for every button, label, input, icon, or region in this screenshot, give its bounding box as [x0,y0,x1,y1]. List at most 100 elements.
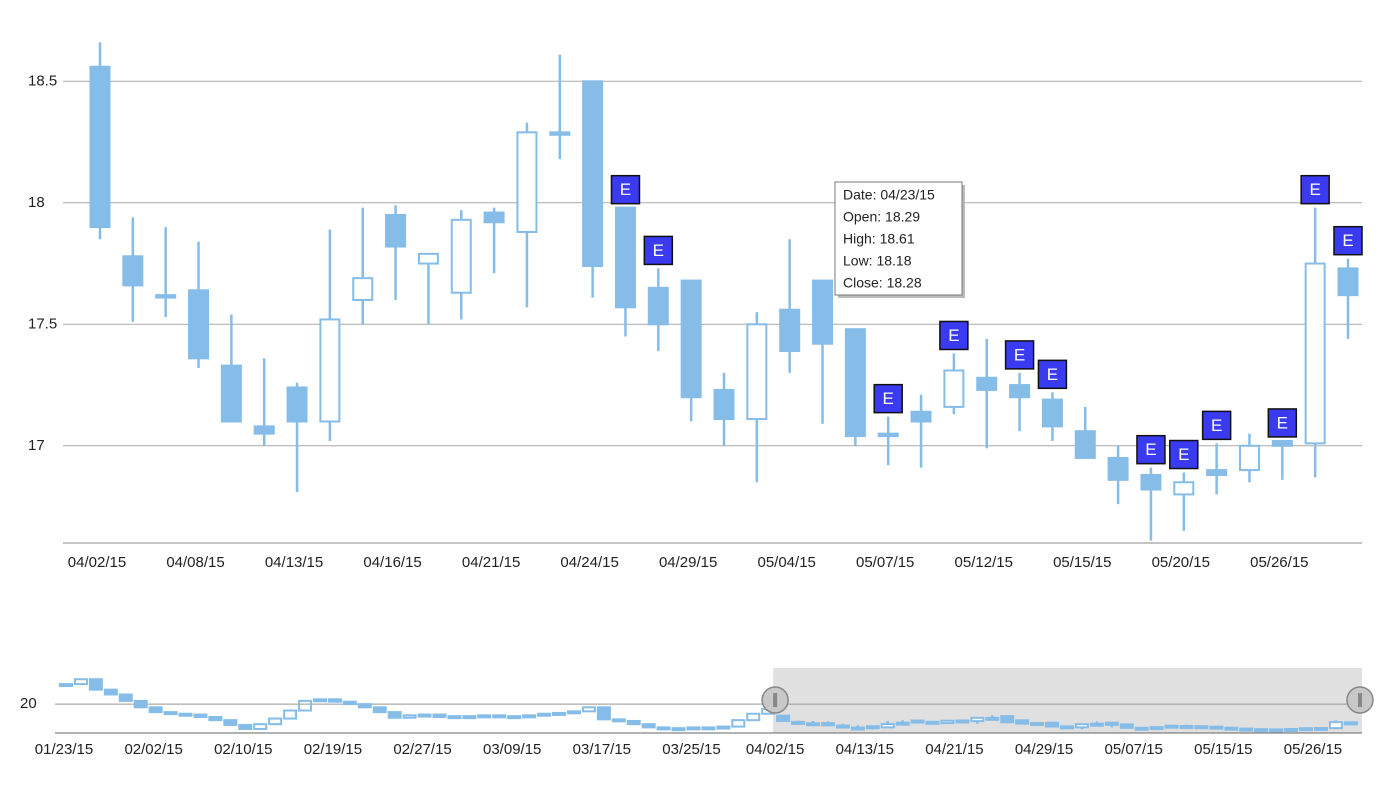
navigator-candle [118,693,133,702]
candle-body [188,289,210,360]
candle-body [582,80,604,267]
navigator-x-label: 04/13/15 [836,741,894,758]
navigator-candle [387,711,402,719]
event-label: E [1145,440,1156,459]
event-box [1201,410,1232,441]
event-box [1300,174,1330,205]
navigator-candle [163,711,178,716]
candle-body [985,716,1000,721]
candle-body [776,714,791,722]
candle-body [220,364,242,423]
navigator-candle [268,717,283,726]
candle-body [1164,724,1179,729]
navigator-candle [133,699,148,709]
candle-body [1269,728,1284,733]
event-label: E [1309,180,1320,199]
event-marker: E [610,174,641,205]
tooltip-line: Open: 18.29 [843,209,920,225]
navigator-handle[interactable] [1346,686,1374,714]
navigator-selection [773,668,1362,733]
candle-body [955,719,970,724]
candle-body [1089,722,1104,727]
navigator-candle [417,713,432,718]
event-label: E [1178,445,1189,464]
event-label: E [653,241,664,260]
event-marker: E [1267,408,1298,438]
candle-body [483,211,505,224]
candle-body [850,726,865,731]
navigator-x-label: 04/02/15 [746,741,804,758]
candle-body [1015,719,1030,725]
tooltip-box [834,181,963,296]
x-tick-label: 04/21/15 [462,554,520,571]
candle-body [1271,439,1293,447]
candle-body [1009,384,1031,399]
event-box [1169,439,1199,470]
candle-body [1209,725,1224,730]
navigator-candle [447,715,462,720]
x-tick-label: 05/20/15 [1152,554,1210,571]
navigator-candle [223,719,238,726]
x-tick-label: 04/08/15 [166,554,224,571]
candle-body [450,218,472,294]
navigator-x-label: 05/15/15 [1194,741,1252,758]
navigator-candle [342,700,357,706]
navigator-candle [312,698,327,703]
navigator-candle [208,715,223,722]
candle-body [417,252,439,265]
candle-body [1238,444,1260,472]
navigator-candle [462,715,477,720]
event-box [643,235,674,266]
navigator-candle [402,714,417,719]
tooltip: Date: 04/23/15 Open: 18.29 High: 18.61 Low:… [834,181,965,298]
tooltip-line: Date: 04/23/15 [843,187,935,203]
navigator-candle [716,725,731,730]
x-tick-label: 04/29/15 [659,554,717,571]
y-tick-label: 20 [20,695,37,712]
event-marker: E [1201,410,1232,441]
x-tick-label: 04/02/15 [68,554,126,571]
navigator-x-label: 02/27/15 [393,741,451,758]
x-tick-label: 04/24/15 [560,554,618,571]
event-marker: E [939,320,969,351]
event-marker: E [1333,225,1363,256]
candle-body [286,386,308,423]
event-box [1333,225,1363,256]
candle-body [820,722,835,727]
event-marker: E [1169,439,1199,470]
navigator-candle [103,688,118,696]
candle-body [1074,723,1089,729]
navigator-candle [238,723,253,730]
candle-body [940,719,955,725]
candle-body [614,206,636,309]
navigator-x-label: 02/02/15 [124,741,182,758]
event-marker: E [1004,340,1035,370]
event-label: E [620,180,631,199]
candle-body [647,286,669,326]
candle-body [1119,723,1134,729]
navigator-x-label: 05/26/15 [1284,741,1342,758]
x-tick-label: 05/15/15 [1053,554,1111,571]
event-marker: E [1136,434,1166,465]
y-tick-label: 17.5 [28,315,57,332]
candle-body [549,131,571,136]
x-tick-label: 05/07/15 [856,554,914,571]
navigator-candle [298,699,313,712]
candle-body [779,308,801,353]
event-box [1267,408,1298,438]
navigator-candle [148,706,163,714]
candle-body [1224,726,1239,731]
navigator-handle[interactable] [761,686,789,714]
navigator-x-label: 04/21/15 [925,741,983,758]
event-marker: E [1037,359,1068,390]
event-label: E [1211,416,1222,435]
candle-body [319,318,341,423]
navigator-candle [522,714,537,719]
navigator-candle [686,726,701,731]
candle-body [910,719,925,724]
candle-body [806,722,820,727]
candle-body [713,388,735,421]
event-box [939,320,969,351]
candle-body [1134,726,1149,731]
